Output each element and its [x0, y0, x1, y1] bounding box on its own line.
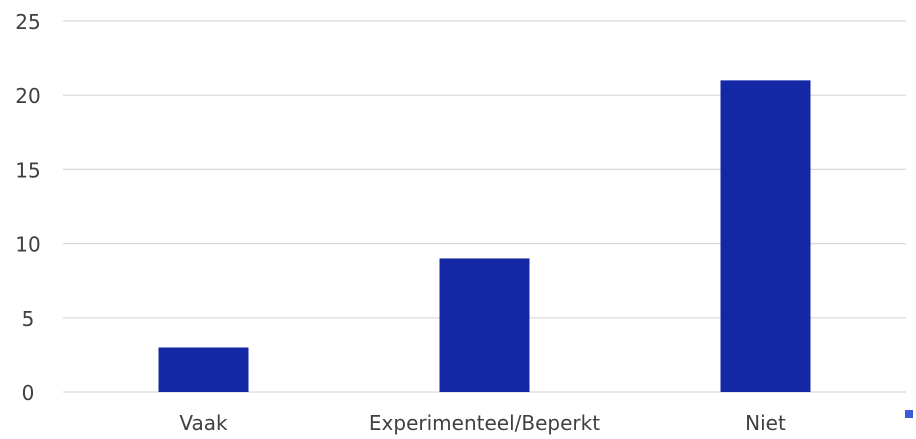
x-tick-label: Experimenteel/Beperkt [369, 411, 600, 435]
x-tick-label: Vaak [179, 411, 228, 435]
legend-marker [905, 410, 913, 418]
bar-niet [720, 80, 811, 393]
y-tick-label: 25 [15, 10, 40, 34]
y-tick-label: 0 [22, 381, 35, 405]
bar-experimenteel-beperkt [439, 258, 530, 392]
y-tick-label: 10 [15, 233, 40, 257]
y-tick-label: 5 [22, 307, 35, 331]
x-tick-label: Niet [745, 411, 786, 435]
bar-vaak [158, 347, 249, 392]
legend [905, 410, 913, 418]
x-axis-tick-labels: Vaak Experimenteel/Beperkt Niet [179, 411, 786, 435]
y-tick-label: 15 [15, 158, 40, 182]
bars [158, 80, 811, 393]
y-tick-label: 20 [15, 84, 40, 108]
y-axis-tick-labels: 0 5 10 15 20 25 [15, 10, 40, 405]
